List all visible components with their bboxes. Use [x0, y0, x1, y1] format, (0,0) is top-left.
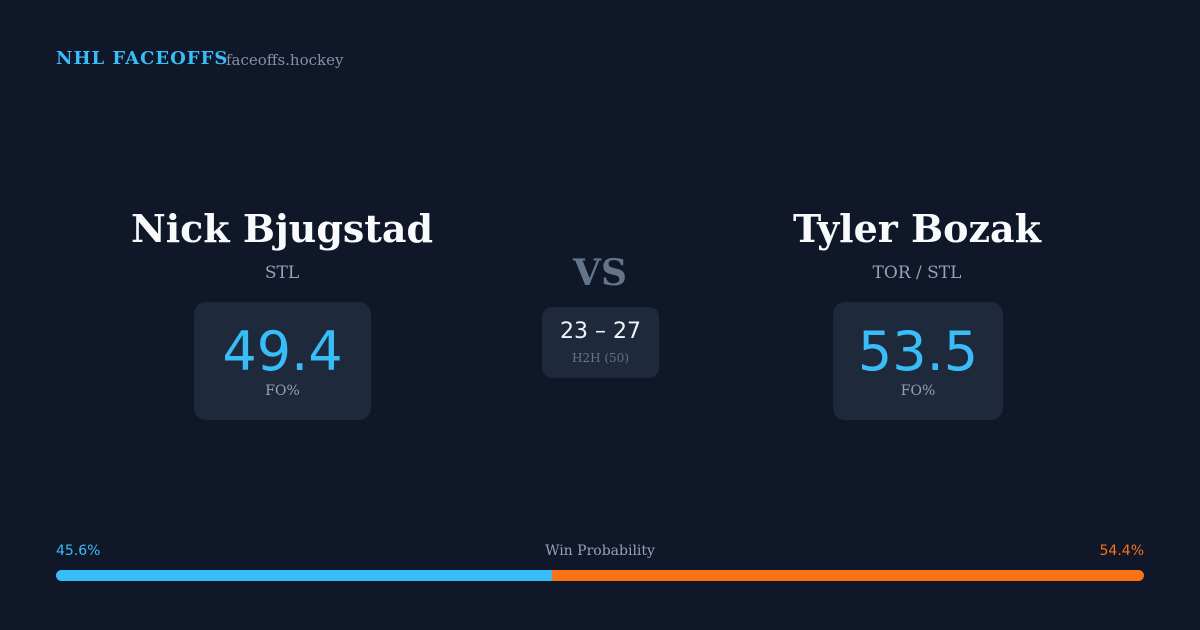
- win-prob-left: 45.6%: [56, 543, 101, 559]
- player-team: STL: [264, 263, 300, 283]
- win-prob-segment: [552, 570, 1144, 581]
- win-prob-segment: [56, 570, 553, 581]
- player-name: Tyler Bozak: [792, 206, 1042, 251]
- fo-label: FO%: [900, 383, 936, 399]
- stat-card: 53.5 FO%: [833, 302, 1003, 420]
- brand: NHL FACEOFFS: [56, 48, 229, 69]
- win-prob-bar: [56, 570, 1144, 581]
- player-team: TOR / STL: [872, 263, 962, 283]
- win-prob-title: Win Probability: [545, 543, 655, 559]
- h2h-label: H2H (50): [571, 351, 629, 365]
- stat-card: 49.4 FO%: [194, 302, 371, 420]
- site: faceoffs.hockey: [226, 51, 344, 69]
- h2h-card: 23 – 27 H2H (50): [542, 307, 659, 378]
- player-name: Nick Bjugstad: [130, 206, 434, 251]
- fo-pct: 53.5: [857, 320, 979, 383]
- win-prob-right: 54.4%: [1099, 543, 1144, 559]
- h2h-score: 23 – 27: [560, 319, 641, 344]
- fo-pct: 49.4: [222, 320, 343, 383]
- vs: VS: [573, 252, 627, 294]
- fo-label: FO%: [265, 383, 300, 399]
